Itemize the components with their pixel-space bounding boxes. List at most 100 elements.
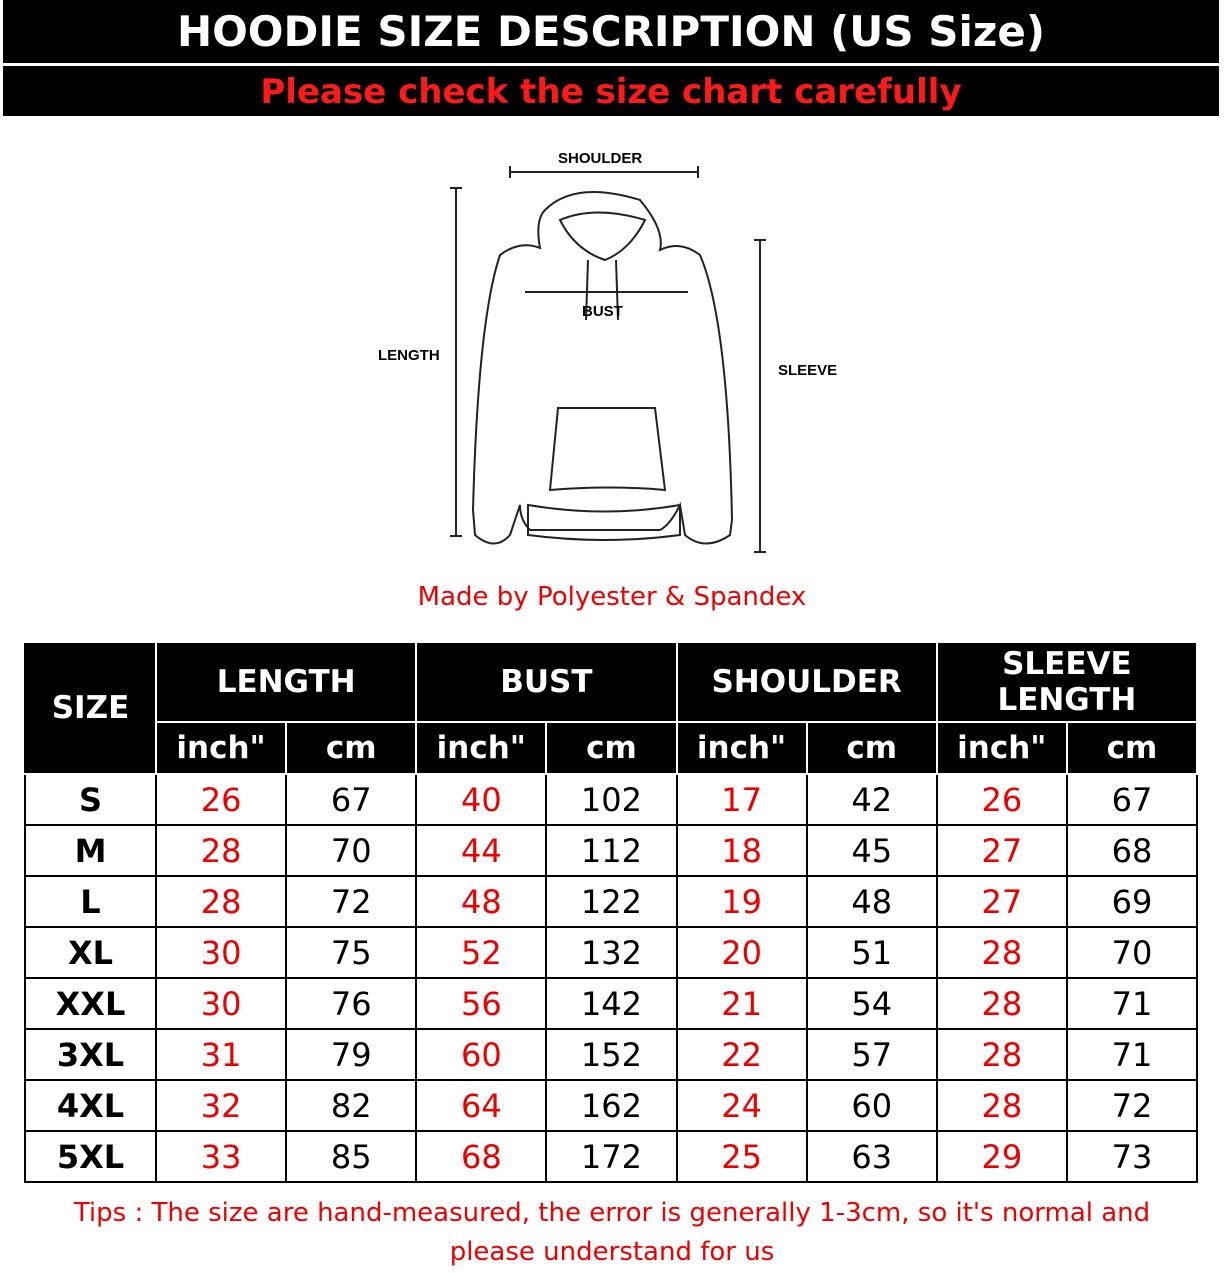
- inch-cell: 28: [154, 824, 288, 877]
- size-cell: XXL: [24, 977, 157, 1030]
- cm-cell: 162: [545, 1079, 678, 1132]
- size-cell: S: [24, 773, 157, 826]
- size-cell: 5XL: [24, 1130, 157, 1183]
- table-row: 4XL 32 82 64 162 24 60 28 72: [24, 1079, 1199, 1132]
- inch-cell: 22: [675, 1028, 808, 1081]
- tips-note: Tips : The size are hand-measured, the e…: [73, 1198, 1151, 1267]
- inch-cell: 64: [415, 1079, 548, 1132]
- inch-cell: 26: [935, 773, 1068, 826]
- inch-cell: 27: [935, 824, 1068, 877]
- size-header: SIZE: [24, 641, 157, 775]
- cm-cell: 70: [1065, 926, 1199, 979]
- cm-cell: 102: [545, 773, 678, 826]
- size-table: SIZE LENGTH BUST SHOULDER SLEEVE LENGTH …: [24, 641, 1199, 1183]
- unit-cm-header: cm: [545, 721, 678, 775]
- inch-cell: 33: [154, 1130, 288, 1183]
- cm-cell: 45: [805, 824, 938, 877]
- cm-cell: 51: [805, 926, 938, 979]
- inch-cell: 68: [415, 1130, 548, 1183]
- inch-cell: 18: [675, 824, 808, 877]
- cm-cell: 122: [545, 875, 678, 928]
- cm-cell: 76: [285, 977, 418, 1030]
- cm-cell: 79: [285, 1028, 418, 1081]
- inch-cell: 32: [154, 1079, 288, 1132]
- inch-cell: 26: [154, 773, 288, 826]
- inch-cell: 44: [415, 824, 548, 877]
- inch-cell: 52: [415, 926, 548, 979]
- table-row: XXL 30 76 56 142 21 54 28 71: [24, 977, 1199, 1030]
- material-note: Made by Polyester & Spandex: [417, 582, 807, 612]
- inch-cell: 31: [154, 1028, 288, 1081]
- table-row: L 28 72 48 122 19 48 27 69: [24, 875, 1199, 928]
- table-row: XL 30 75 52 132 20 51 28 70: [24, 926, 1199, 979]
- unit-inch-header: inch": [675, 721, 808, 775]
- cm-cell: 60: [805, 1079, 938, 1132]
- inch-cell: 28: [935, 926, 1068, 979]
- table-row: 3XL 31 79 60 152 22 57 28 71: [24, 1028, 1199, 1081]
- table-row: S 26 67 40 102 17 42 26 67: [24, 773, 1199, 826]
- cm-cell: 152: [545, 1028, 678, 1081]
- size-cell: XL: [24, 926, 157, 979]
- inch-cell: 30: [154, 977, 288, 1030]
- inch-cell: 25: [675, 1130, 808, 1183]
- cm-cell: 71: [1065, 1028, 1199, 1081]
- inch-cell: 28: [935, 977, 1068, 1030]
- cm-cell: 63: [805, 1130, 938, 1183]
- cm-cell: 72: [1065, 1079, 1199, 1132]
- inch-cell: 27: [935, 875, 1068, 928]
- unit-inch-header: inch": [154, 721, 288, 775]
- inch-cell: 48: [415, 875, 548, 928]
- size-cell: 4XL: [24, 1079, 157, 1132]
- unit-inch-header: inch": [935, 721, 1068, 775]
- cm-cell: 67: [1065, 773, 1199, 826]
- cm-cell: 75: [285, 926, 418, 979]
- inch-cell: 24: [675, 1079, 808, 1132]
- bust-header: BUST: [415, 641, 678, 723]
- sleeve-label: SLEEVE: [778, 362, 838, 379]
- page-subtitle: Please check the size chart carefully: [3, 66, 1219, 116]
- cm-cell: 42: [805, 773, 938, 826]
- bust-label: BUST: [582, 303, 623, 320]
- inch-cell: 56: [415, 977, 548, 1030]
- unit-cm-header: cm: [805, 721, 938, 775]
- inch-cell: 30: [154, 926, 288, 979]
- inch-cell: 29: [935, 1130, 1068, 1183]
- cm-cell: 132: [545, 926, 678, 979]
- inch-cell: 17: [675, 773, 808, 826]
- size-cell: M: [24, 824, 157, 877]
- shoulder-label: SHOULDER: [558, 150, 643, 167]
- cm-cell: 142: [545, 977, 678, 1030]
- page-title: HOODIE SIZE DESCRIPTION (US Size): [3, 0, 1219, 63]
- unit-cm-header: cm: [1065, 721, 1199, 775]
- cm-cell: 172: [545, 1130, 678, 1183]
- size-cell: 3XL: [24, 1028, 157, 1081]
- cm-cell: 112: [545, 824, 678, 877]
- cm-cell: 57: [805, 1028, 938, 1081]
- cm-cell: 71: [1065, 977, 1199, 1030]
- shoulder-header: SHOULDER: [675, 641, 938, 723]
- table-row: M 28 70 44 112 18 45 27 68: [24, 824, 1199, 877]
- cm-cell: 72: [285, 875, 418, 928]
- length-header: LENGTH: [154, 641, 418, 723]
- cm-cell: 82: [285, 1079, 418, 1132]
- cm-cell: 54: [805, 977, 938, 1030]
- unit-inch-header: inch": [415, 721, 548, 775]
- cm-cell: 68: [1065, 824, 1199, 877]
- inch-cell: 28: [154, 875, 288, 928]
- cm-cell: 70: [285, 824, 418, 877]
- hoodie-diagram: SHOULDER BUST LENGTH SLEEVE: [360, 140, 860, 570]
- size-cell: L: [24, 875, 157, 928]
- cm-cell: 85: [285, 1130, 418, 1183]
- cm-cell: 69: [1065, 875, 1199, 928]
- hoodie-illustration-icon: [450, 166, 766, 553]
- cm-cell: 48: [805, 875, 938, 928]
- inch-cell: 40: [415, 773, 548, 826]
- inch-cell: 28: [935, 1079, 1068, 1132]
- cm-cell: 73: [1065, 1130, 1199, 1183]
- table-row: 5XL 33 85 68 172 25 63 29 73: [24, 1130, 1199, 1183]
- length-label: LENGTH: [378, 347, 440, 364]
- inch-cell: 21: [675, 977, 808, 1030]
- inch-cell: 60: [415, 1028, 548, 1081]
- inch-cell: 19: [675, 875, 808, 928]
- sleeve-length-header: SLEEVE LENGTH: [935, 641, 1199, 723]
